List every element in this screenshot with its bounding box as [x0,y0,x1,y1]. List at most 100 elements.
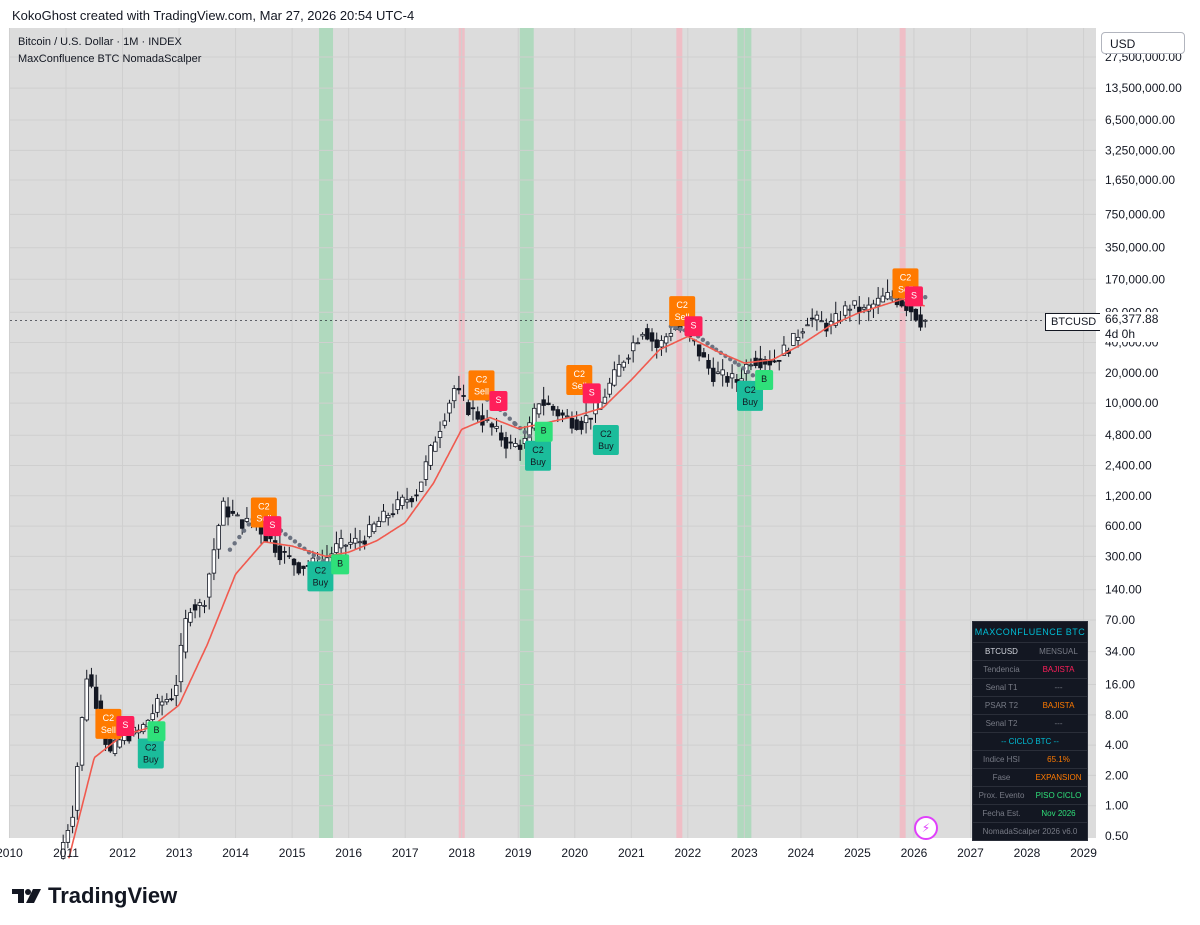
x-tick-label: 2024 [788,846,815,860]
signal-text: C2 [532,445,544,455]
table-row-label: PSAR T2 [984,701,1019,710]
last-price-value: 66,377.88 [1105,312,1159,326]
candle-down [239,519,245,529]
psar-dot [741,366,746,371]
signal-box [489,391,508,412]
candle-down [555,409,561,417]
signal-box [116,715,135,736]
table-row: Fecha Est. Nov 2026 [973,804,1087,822]
candle-up [65,830,71,843]
signal-text: C2 [103,713,115,723]
cycle-band-green [319,28,334,838]
candle-down [654,339,659,348]
signal-buy: C2 Buy [137,738,164,769]
psar-dot [227,547,233,552]
candle-up [800,331,805,334]
candle-up [621,361,626,368]
candle-down [461,395,466,397]
signal-text: C2 [574,369,586,379]
signal-box [95,708,122,739]
candle-up [583,415,589,424]
candle-down [169,698,174,701]
indicator-legend[interactable]: MaxConfluence BTC NomadaScalper [18,53,202,65]
signal-text: S [495,395,501,405]
candle-down [503,437,509,449]
signal-text: C2 [600,429,612,439]
signal-box [755,369,774,390]
candle-up [715,371,721,374]
flash-icon[interactable]: ⚡ [914,816,938,840]
candle-up [79,717,85,766]
signal-text: B [153,725,159,735]
signal-sell: C2 Sell [468,370,495,401]
signal-box [592,425,619,456]
psar-dot [237,534,242,540]
candle-down [772,360,777,363]
table-row-label: Prox. Evento [978,791,1025,800]
psar-dot [889,296,894,301]
cycle-band-red [676,28,683,838]
y-tick-label: 13,500,000.00 [1105,81,1182,95]
signal-text: Sell [572,381,587,391]
candle-up [635,342,641,345]
candle-down [857,306,862,313]
signal-buy_b: B [147,721,166,742]
signal-text: S [690,320,696,330]
signal-buy_b: B [534,421,553,442]
table-row-value: EXPANSION [1035,773,1082,782]
candle-down [126,734,132,742]
candle-down [390,513,396,516]
candles [60,279,928,860]
signal-sell_s: S [684,316,703,337]
ema-line [68,298,925,859]
signal-text: C2 [676,300,688,310]
candle-up [159,701,165,706]
candle-up [451,388,457,402]
table-row: Senal T2 --- [973,714,1087,732]
signal-box [137,738,164,769]
candle-down [762,359,768,365]
signal-text: S [269,520,275,530]
candle-up [338,538,344,549]
signal-text: C2 [900,272,912,282]
candle-up [324,557,330,563]
candle-up [659,340,664,348]
y-tick-label: 1,200.00 [1105,489,1152,503]
symbol-legend[interactable]: Bitcoin / U.S. Dollar · 1M · INDEX [18,36,182,48]
psar-dot [705,341,710,346]
confluence-table: MAXCONFLUENCE BTC BTCUSD MENSUAL Tendencia… [972,621,1088,841]
tv-logo-icon [12,889,41,903]
candle-up [433,441,438,452]
psar-dot [292,539,298,544]
candle-up [141,724,146,733]
candle-up [348,541,353,545]
candle-down [541,399,546,406]
candle-up [447,402,452,414]
y-tick-label: 140.00 [1105,583,1142,597]
currency-button[interactable]: USD [1101,32,1185,54]
candle-down [696,344,702,357]
candle-up [923,319,928,322]
table-row: Prox. Evento PISO CICLO [973,786,1087,804]
x-tick-label: 2019 [505,846,532,860]
y-tick-label: 4,800.00 [1105,428,1152,442]
signal-box [582,383,601,404]
candle-up [207,573,212,598]
table-row-value: BAJISTA [1042,701,1075,710]
table-row: Fase EXPANSION [973,768,1087,786]
y-tick-label: 2,400.00 [1105,459,1152,473]
candle-up [885,292,890,300]
table-row-label: BTCUSD [985,647,1018,656]
candle-down [645,328,650,340]
candle-up [197,602,202,606]
table-row: Indice HSI 65.1% [973,750,1087,768]
chart-pane[interactable] [10,28,1096,838]
tradingview-logo[interactable]: TradingView [12,883,177,909]
table-row: Senal T1 --- [973,678,1087,696]
table-row-value: 65.1% [1047,755,1070,764]
signal-buy: C2 Buy [525,440,552,471]
candle-down [258,526,264,535]
candle-up [663,336,669,344]
candle-down [409,498,414,503]
